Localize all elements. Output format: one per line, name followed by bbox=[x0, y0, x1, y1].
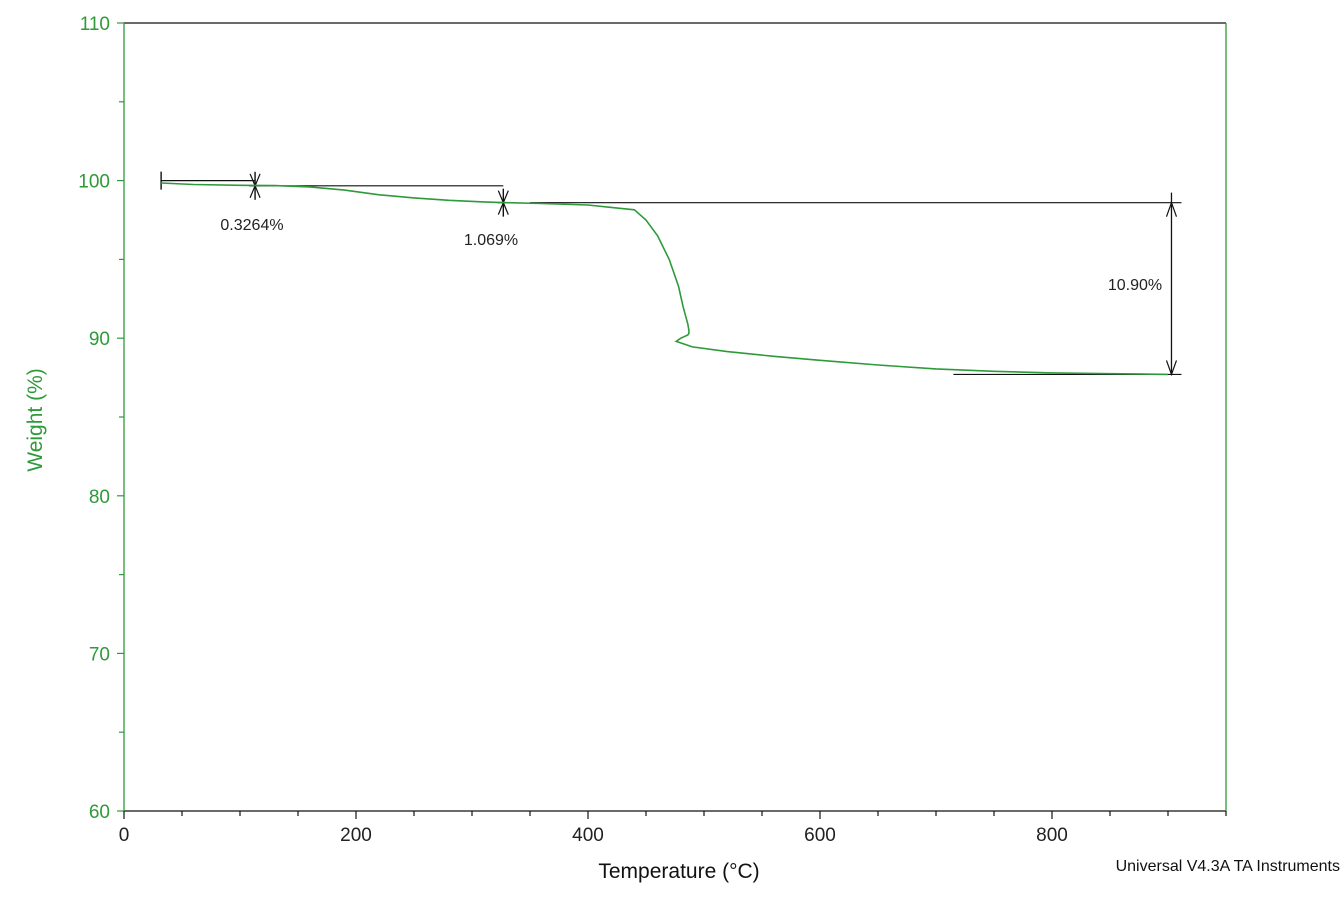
axes bbox=[123, 22, 1227, 812]
annotation-label-0: 0.3264% bbox=[220, 217, 283, 234]
y-tick-label: 110 bbox=[80, 14, 110, 35]
x-tick-label: 400 bbox=[572, 825, 604, 846]
step-arrow-3-head-top bbox=[1165, 200, 1178, 217]
x-tick-label: 0 bbox=[119, 825, 130, 846]
step-arrow-3-head-bottom bbox=[1165, 360, 1178, 377]
x-tick-label: 600 bbox=[804, 825, 836, 846]
x-axis-title: Temperature (°C) bbox=[598, 860, 759, 883]
ticks: 60 70 80 90 100 110 0 200 400 600 800 bbox=[78, 14, 1227, 846]
x-tick-label: 800 bbox=[1036, 825, 1068, 846]
y-tick-label: 80 bbox=[89, 487, 110, 508]
annotations bbox=[160, 171, 1182, 377]
annotation-label-1: 1.069% bbox=[464, 232, 518, 249]
weight-curve bbox=[161, 182, 1169, 376]
y-axis-title: Weight (%) bbox=[24, 368, 47, 471]
footer-label: Universal V4.3A TA Instruments bbox=[1116, 858, 1340, 875]
y-tick-label: 100 bbox=[78, 172, 110, 193]
y-tick-label: 90 bbox=[89, 329, 110, 350]
y-tick-label: 70 bbox=[89, 644, 110, 665]
x-tick-label: 200 bbox=[340, 825, 372, 846]
y-tick-label: 60 bbox=[89, 802, 110, 823]
annotation-label-2: 10.90% bbox=[1108, 277, 1162, 294]
